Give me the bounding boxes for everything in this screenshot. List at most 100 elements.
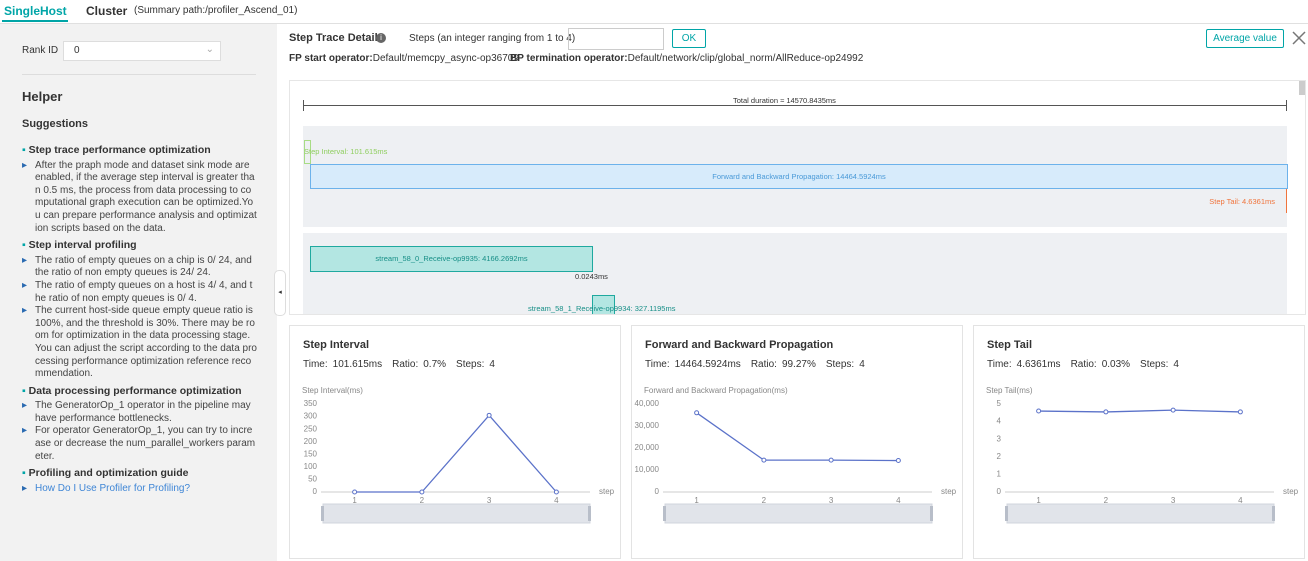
section-title: Data processing performance optimization	[22, 385, 257, 398]
y-tick-label: 150	[304, 449, 318, 458]
tab[interactable]: SingleHost	[4, 4, 67, 18]
series-line	[1039, 410, 1241, 412]
fp-label: FP start operator:	[289, 53, 373, 64]
chart-card: Step TailTime:4.6361msRatio:0.03%Steps:4…	[973, 325, 1305, 559]
rank-value: 0	[74, 45, 80, 56]
series-line	[697, 413, 899, 461]
fp-operator: FP start operator:Default/memcpy_async-o…	[289, 53, 519, 64]
suggestion-item: The ratio of empty queues on a chip is 0…	[22, 255, 257, 280]
x-axis-label: step	[599, 487, 615, 496]
y-tick-label: 4	[997, 417, 1002, 426]
point	[896, 459, 900, 463]
point	[829, 458, 833, 462]
rank-label: Rank ID	[22, 45, 58, 56]
line-chart: Step Tail(ms)012345step1234	[974, 326, 1304, 558]
y-tick-label: 200	[304, 437, 318, 446]
duration-end	[303, 100, 304, 111]
zoom-slider[interactable]	[665, 504, 932, 523]
point	[1037, 409, 1041, 413]
point	[762, 458, 766, 462]
timeline: Total duration ≈ 14570.8435ms Step Inter…	[289, 80, 1306, 315]
section-title: Step trace performance optimization	[22, 144, 257, 157]
y-tick-label: 100	[304, 462, 318, 471]
guide-link[interactable]: How Do I Use Profiler for Profiling?	[22, 483, 257, 496]
y-tick-label: 0	[655, 487, 660, 496]
y-axis-label: Step Tail(ms)	[986, 386, 1033, 395]
y-tick-label: 10,000	[635, 465, 660, 474]
y-tick-label: 5	[997, 399, 1002, 408]
y-tick-label: 250	[304, 424, 318, 433]
x-axis-label: step	[941, 487, 957, 496]
point	[1238, 410, 1242, 414]
point	[1104, 410, 1108, 414]
chart-card: Forward and Backward PropagationTime:144…	[631, 325, 963, 559]
suggestion-item: The GeneratorOp_1 operator in the pipeli…	[22, 400, 257, 425]
y-tick-label: 40,000	[635, 399, 660, 408]
section-title: Step interval profiling	[22, 239, 257, 252]
y-tick-label: 300	[304, 412, 318, 421]
tab[interactable]: Cluster	[86, 4, 127, 18]
slider-handle[interactable]	[1272, 506, 1275, 521]
fp-bp-label: Forward and Backward Propagation: 14464.…	[310, 172, 1288, 181]
caret: ⌄	[206, 44, 214, 55]
section-title: Profiling and optimization guide	[22, 467, 257, 480]
y-tick-label: 0	[997, 487, 1002, 496]
stream-label: stream_58_1_Receive-op9934: 327.1195ms	[528, 304, 675, 313]
y-tick-label: 50	[308, 475, 317, 484]
info-icon[interactable]: i	[376, 33, 386, 43]
steps-input[interactable]	[568, 28, 664, 50]
bp-operator: BP termination operator:Default/network/…	[510, 53, 863, 64]
slider-handle[interactable]	[1005, 506, 1008, 521]
slider-handle[interactable]	[663, 506, 666, 521]
point	[554, 490, 558, 494]
step-tail-bar	[1286, 189, 1287, 213]
suggestion-item: For operator GeneratorOp_1, you can try …	[22, 425, 257, 463]
ok-button[interactable]: OK	[672, 29, 706, 48]
bp-label: BP termination operator:	[510, 53, 628, 64]
suggestions: Step trace performance optimization After…	[22, 140, 257, 495]
total-duration: Total duration ≈ 14570.8435ms	[730, 96, 839, 105]
step-interval-label: Step Interval: 101.615ms	[304, 147, 387, 156]
point	[353, 490, 357, 494]
y-tick-label: 1	[997, 470, 1002, 479]
slider-handle[interactable]	[321, 506, 324, 521]
series-line	[355, 415, 557, 492]
tab-underline	[2, 20, 68, 22]
point	[487, 413, 491, 417]
scrollbar	[1299, 81, 1305, 95]
slider-handle[interactable]	[930, 506, 933, 521]
summary-path: (Summary path:/profiler_Ascend_01)	[134, 5, 297, 16]
details-title: Step Trace Details	[289, 32, 384, 44]
y-tick-label: 350	[304, 399, 318, 408]
average-button[interactable]: Average value	[1206, 29, 1284, 48]
y-axis-label: Forward and Backward Propagation(ms)	[644, 386, 788, 395]
zoom-slider[interactable]	[1007, 504, 1274, 523]
step-tail-label: Step Tail: 4.6361ms	[1209, 197, 1275, 206]
y-tick-label: 2	[997, 452, 1002, 461]
y-tick-label: 0	[313, 487, 318, 496]
rank-select[interactable]: 0⌄	[63, 41, 221, 61]
helper-title: Helper	[22, 89, 62, 104]
gap-label: 0.0243ms	[575, 272, 608, 281]
collapse-handle[interactable]: ◂	[274, 270, 286, 316]
x-axis-label: step	[1283, 487, 1299, 496]
chart-card: Step IntervalTime:101.615msRatio:0.7%Ste…	[289, 325, 621, 559]
suggestion-item: The current host-side queue empty queue …	[22, 305, 257, 381]
close-button[interactable]	[1292, 31, 1306, 45]
bp-value: Default/network/clip/global_norm/AllRedu…	[628, 53, 864, 64]
line-chart: Step Interval(ms) 0 50 100 150 200 250 300 350 st…	[290, 326, 620, 558]
suggestions-title: Suggestions	[22, 118, 88, 130]
point	[695, 411, 699, 415]
zoom-slider[interactable]	[323, 504, 590, 523]
steps-hint: Steps (an integer ranging from 1 to 4)	[409, 33, 575, 44]
slider-handle[interactable]	[588, 506, 591, 521]
y-tick-label: 3	[997, 434, 1002, 443]
divider	[22, 74, 256, 75]
suggestion-item: After the praph mode and dataset sink mo…	[22, 160, 257, 236]
y-tick-label: 30,000	[635, 421, 660, 430]
y-axis-label: Step Interval(ms)	[302, 386, 363, 395]
point	[420, 490, 424, 494]
y-tick-label: 20,000	[635, 443, 660, 452]
duration-line	[303, 105, 1287, 106]
